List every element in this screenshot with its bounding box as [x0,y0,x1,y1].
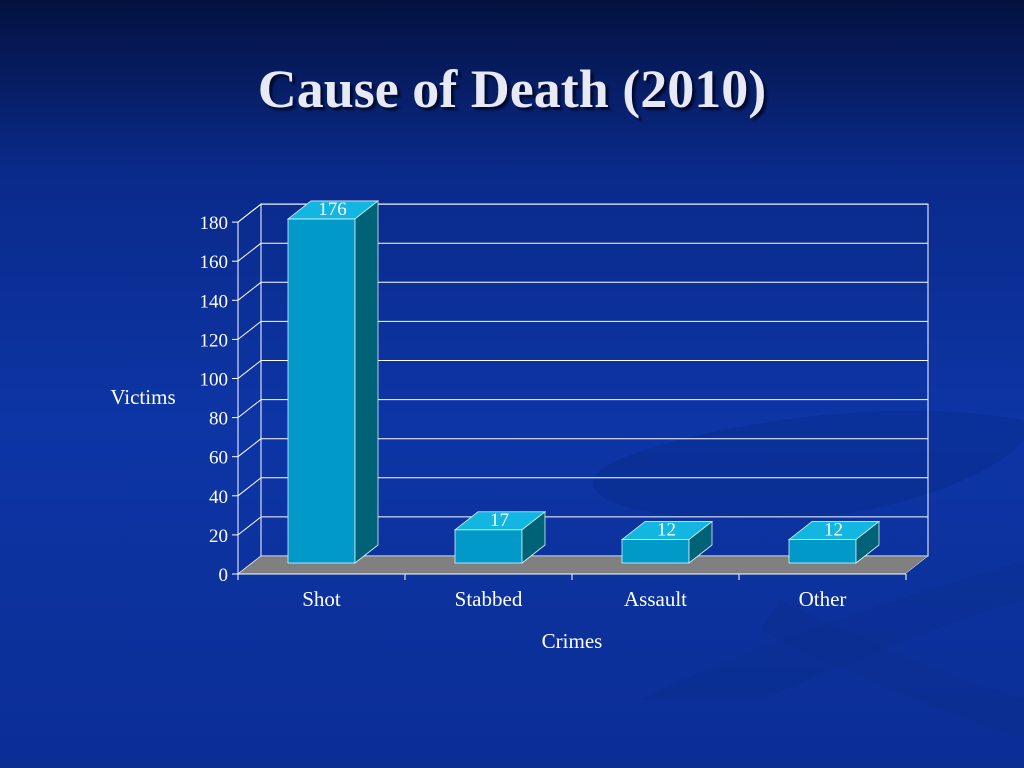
chart-side-wall [237,203,262,576]
x-tick-label: Assault [624,587,687,611]
bar-assault [621,539,690,564]
slide-title: Cause of Death (2010) [257,59,767,119]
y-tick-label: 140 [200,291,229,312]
y-tick-label: 120 [200,330,229,351]
data-label: 12 [824,520,843,541]
data-label: 176 [318,199,347,220]
bar-side [521,510,546,564]
y-tick-label: 80 [209,409,228,430]
gridline-diagonal [237,399,262,418]
gridline-diagonal [237,281,262,301]
y-axis-title: Victims [110,385,175,409]
bar-shot [287,218,356,564]
x-tick-label: Shot [302,587,341,611]
gridline-diagonal [237,516,262,536]
gridline-diagonal [237,242,262,262]
gridline-diagonal [237,438,262,458]
bar-side [354,200,379,564]
bar-other [788,539,857,564]
bar-side [855,520,880,564]
y-tick-label: 60 [209,448,228,469]
x-tick-label: Stabbed [455,587,523,611]
gridline-diagonal [237,321,262,340]
y-tick-label: 40 [209,487,228,508]
gridline-diagonal [237,360,262,379]
y-tick-label: 20 [209,526,228,547]
y-tick-label: 100 [200,370,229,391]
data-label: 17 [490,510,509,531]
y-tick-label: 160 [200,252,229,273]
bar-side [688,520,713,564]
gridline-diagonal [237,477,262,497]
y-tick-label: 0 [219,565,229,586]
x-tick-label: Other [799,587,847,611]
x-axis-title: Crimes [542,629,603,653]
data-label: 12 [657,520,676,541]
bar-stabbed [454,529,523,564]
y-tick-label: 180 [200,213,229,234]
